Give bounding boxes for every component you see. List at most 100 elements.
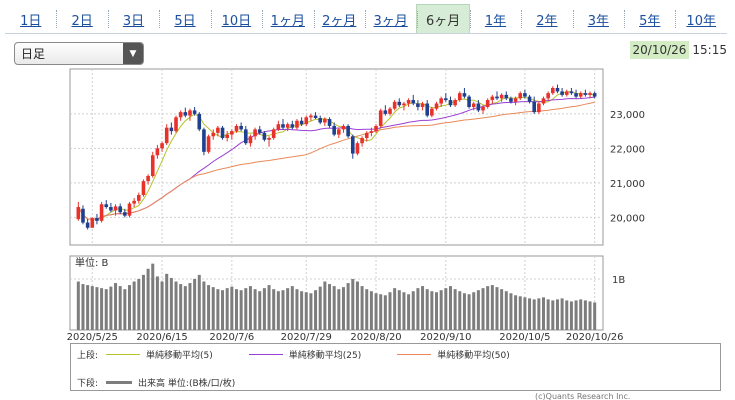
interval-select[interactable]: 日足 ▼ xyxy=(14,42,144,65)
candlestick xyxy=(290,120,295,130)
candlestick xyxy=(192,106,197,116)
period-tab-13[interactable]: 10年 xyxy=(675,4,727,34)
volume-bar xyxy=(365,289,369,330)
candlestick xyxy=(253,127,257,140)
candlestick xyxy=(444,93,448,102)
period-tab-9[interactable]: 1年 xyxy=(469,4,522,34)
candlestick xyxy=(369,127,374,137)
period-tab-0[interactable]: 1日 xyxy=(5,4,57,34)
candlestick xyxy=(332,122,336,137)
volume-bar xyxy=(123,289,127,330)
candlestick xyxy=(141,179,146,197)
volume-bar xyxy=(179,284,183,330)
candlestick xyxy=(392,100,397,111)
candlestick xyxy=(313,112,318,120)
price-tick-label: 21,000 xyxy=(610,179,645,190)
volume-bar xyxy=(221,290,225,330)
candlestick xyxy=(248,134,253,147)
candlestick xyxy=(569,87,574,95)
candlestick xyxy=(434,101,439,111)
period-tab-2[interactable]: 3日 xyxy=(107,4,160,34)
volume-bar xyxy=(379,294,383,330)
candlestick xyxy=(285,122,290,132)
candlestick xyxy=(309,113,313,121)
candlestick xyxy=(564,89,569,97)
timestamp-time: 15:15 xyxy=(692,43,727,57)
candlestick xyxy=(523,89,527,99)
candlestick xyxy=(364,131,369,142)
candlestick xyxy=(202,127,206,156)
candlestick xyxy=(239,122,243,132)
legend-ma50-label: 単純移動平均(50) xyxy=(437,350,510,361)
period-tab-label: 5日 xyxy=(174,13,196,29)
date-tick-label: 2020/8/20 xyxy=(350,332,401,343)
volume-bar xyxy=(132,281,136,330)
candlestick xyxy=(551,86,555,95)
volume-bar xyxy=(467,294,471,330)
volume-bar xyxy=(295,289,299,330)
legend-item-ma25: 単純移動平均(25) xyxy=(241,348,361,361)
candlestick xyxy=(90,217,95,228)
volume-bar xyxy=(272,289,276,330)
dropdown-arrow-icon[interactable]: ▼ xyxy=(123,43,143,64)
candlestick xyxy=(420,101,425,111)
period-tab-12[interactable]: 5年 xyxy=(624,4,676,34)
volume-bar xyxy=(583,300,587,330)
candlestick xyxy=(174,115,178,133)
candlestick xyxy=(318,115,323,125)
candlesticks xyxy=(76,84,597,230)
candlestick xyxy=(467,94,471,109)
period-tab-5[interactable]: 1ヶ月 xyxy=(262,4,314,34)
legend-item-ma50: 単純移動平均(50) xyxy=(389,348,510,361)
legend-ma25-label: 単純移動平均(25) xyxy=(288,350,362,361)
period-tab-3[interactable]: 5日 xyxy=(159,4,211,34)
period-tab-10[interactable]: 2年 xyxy=(521,4,573,34)
volume-bar xyxy=(100,288,104,330)
tabs-divider xyxy=(5,33,727,34)
volume-bar xyxy=(90,286,94,330)
candlestick xyxy=(257,125,262,135)
volume-bar xyxy=(169,277,173,330)
candlestick xyxy=(183,107,188,118)
candlestick xyxy=(109,202,113,213)
volume-bar xyxy=(579,299,583,330)
candlestick xyxy=(578,91,583,99)
candlestick xyxy=(406,98,411,107)
volume-bar xyxy=(81,284,85,330)
volume-bar xyxy=(258,291,262,330)
period-tab-label: 1日 xyxy=(20,13,42,29)
period-tab-8[interactable]: 6ヶ月 xyxy=(416,4,470,34)
period-tab-label: 2ヶ月 xyxy=(322,13,357,29)
volume-bar xyxy=(281,290,285,330)
volume-bar xyxy=(388,292,392,330)
volume-bar xyxy=(202,281,206,330)
volume-bar xyxy=(542,297,546,330)
volume-bar xyxy=(137,278,141,330)
volume-bar xyxy=(332,286,336,330)
volume-bar xyxy=(425,289,429,330)
volume-bar xyxy=(518,296,522,330)
volume-unit-label: 単位: B xyxy=(75,256,109,269)
period-tab-11[interactable]: 3年 xyxy=(572,4,625,34)
period-tab-7[interactable]: 3ヶ月 xyxy=(364,4,417,34)
legend-upper-row: 上段: 単純移動平均(5) 単純移動平均(25) 単純移動平均(50) xyxy=(77,347,538,361)
interval-select-value: 日足 xyxy=(21,47,46,61)
candlestick xyxy=(560,87,564,97)
candlestick xyxy=(85,219,90,230)
legend-item-ma5: 単純移動平均(5) xyxy=(98,348,213,361)
volume-bar xyxy=(565,300,569,330)
volume-bar xyxy=(290,286,294,330)
period-tab-1[interactable]: 2日 xyxy=(56,4,108,34)
candlestick xyxy=(457,91,462,102)
candlestick xyxy=(220,125,225,140)
period-tab-label: 1ヶ月 xyxy=(270,13,305,29)
volume-bar xyxy=(95,287,99,330)
candlestick xyxy=(495,91,499,101)
volume-bar xyxy=(207,285,211,330)
legend-ma5-label: 単純移動平均(5) xyxy=(146,350,213,361)
period-tab-4[interactable]: 10日 xyxy=(210,4,263,34)
candlestick xyxy=(388,106,392,116)
period-tab-6[interactable]: 2ヶ月 xyxy=(313,4,365,34)
volume-bar xyxy=(341,287,345,330)
